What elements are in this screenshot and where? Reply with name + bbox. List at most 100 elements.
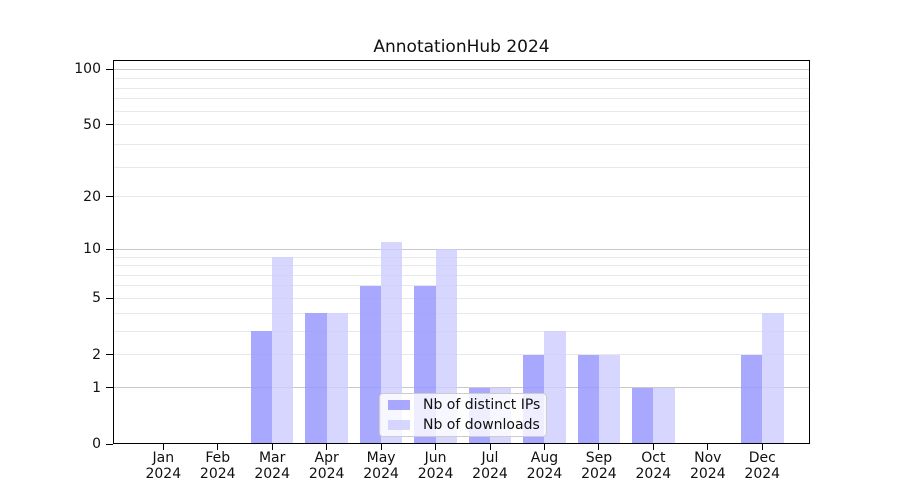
x-tick-year: 2024 [145, 465, 182, 482]
x-tick-year: 2024 [417, 465, 454, 482]
x-tick-feb [217, 444, 219, 450]
x-tick-label-nov: Nov 2024 [673, 450, 743, 482]
bar-aug-downloads [544, 331, 566, 444]
x-tick-label-jan: Jan 2024 [128, 450, 198, 482]
x-tick-year: 2024 [363, 465, 399, 482]
bar-sep-downloads [598, 354, 621, 444]
x-tick-label-dec: Dec 2024 [727, 450, 797, 482]
x-tick-label-mar: Mar 2024 [237, 450, 307, 482]
bar-apr-ips [305, 313, 327, 444]
gridline-major [113, 248, 810, 250]
x-tick-year: 2024 [635, 465, 672, 482]
x-tick-month: Jan [152, 450, 175, 466]
x-tick-label-may: May 2024 [346, 450, 416, 482]
gridline-minor [113, 98, 810, 100]
x-tick-sep [598, 444, 600, 450]
bar-dec-downloads [762, 313, 784, 444]
x-tick-month: Nov [694, 450, 722, 466]
x-tick-dec [761, 444, 763, 450]
plot-area [113, 60, 810, 444]
legend-swatch-distinct-ips [388, 400, 410, 410]
x-tick-apr [326, 444, 328, 450]
gridline-minor [113, 87, 810, 89]
x-tick-jan [162, 444, 164, 450]
x-tick-label-aug: Aug 2024 [509, 450, 579, 482]
bar-dec-ips [740, 354, 763, 444]
gridline-minor [113, 265, 810, 267]
x-tick-label-feb: Feb 2024 [183, 450, 253, 482]
y-tick-2 [106, 354, 113, 356]
x-tick-label-oct: Oct 2024 [618, 450, 688, 482]
legend: Nb of distinct IPs Nb of downloads [379, 393, 547, 437]
bar-mar-downloads [272, 257, 294, 444]
gridline-minor [113, 111, 810, 112]
chart-title: AnnotationHub 2024 [373, 37, 550, 57]
gridline-minor [113, 298, 810, 299]
x-tick-aug [543, 444, 545, 450]
x-tick-month: Apr [314, 450, 339, 466]
x-tick-month: May [366, 450, 396, 466]
gridline-minor [113, 143, 810, 145]
x-tick-month: Dec [748, 450, 776, 466]
gridline-major [113, 387, 810, 389]
bar-apr-downloads [326, 313, 348, 444]
y-tick-label-5: 5 [92, 290, 101, 307]
x-tick-label-sep: Sep 2024 [564, 450, 634, 482]
y-tick-label-1: 1 [92, 379, 101, 396]
y-tick-10 [106, 248, 113, 250]
x-tick-mar [271, 444, 273, 450]
gridline-major [113, 68, 810, 70]
x-tick-oct [652, 444, 654, 450]
x-tick-nov [707, 444, 709, 450]
bar-oct-ips [632, 387, 654, 444]
x-tick-year: 2024 [472, 465, 508, 482]
y-tick-5 [106, 297, 113, 299]
y-tick-1 [106, 387, 113, 389]
y-tick-20 [106, 196, 113, 198]
x-tick-month: Feb [205, 450, 231, 466]
legend-item-downloads: Nb of downloads [388, 417, 540, 433]
legend-item-distinct-ips: Nb of distinct IPs [388, 397, 540, 413]
x-tick-year: 2024 [689, 465, 726, 482]
x-tick-month: Oct [641, 450, 666, 466]
bar-may-ips [359, 285, 382, 444]
bar-mar-ips [250, 331, 273, 444]
bar-sep-ips [577, 354, 599, 444]
bar-oct-downloads [653, 387, 675, 444]
x-tick-year: 2024 [526, 465, 563, 482]
x-tick-may [380, 444, 382, 450]
x-tick-month: Jul [481, 450, 499, 466]
x-tick-label-jun: Jun 2024 [401, 450, 471, 482]
x-tick-month: Mar [258, 450, 286, 466]
y-tick-0 [106, 443, 113, 445]
x-tick-year: 2024 [254, 465, 290, 482]
y-tick-label-20: 20 [83, 188, 101, 205]
y-tick-label-2: 2 [92, 346, 101, 363]
x-tick-month: Aug [530, 450, 559, 466]
gridline-minor [113, 124, 810, 126]
gridline-minor [113, 330, 810, 332]
y-tick-label-100: 100 [74, 61, 101, 78]
gridline-minor [113, 196, 810, 198]
y-tick-label-0: 0 [92, 436, 101, 452]
gridline-minor [113, 78, 810, 80]
gridline-minor [113, 285, 810, 287]
x-tick-year: 2024 [308, 465, 345, 482]
y-tick-label-50: 50 [83, 116, 101, 133]
legend-swatch-downloads [388, 420, 410, 430]
legend-label-distinct-ips: Nb of distinct IPs [423, 397, 541, 413]
gridline-minor [113, 312, 810, 314]
gridline-minor [113, 167, 810, 169]
gridline-minor [113, 256, 810, 258]
y-tick-50 [106, 124, 113, 126]
gridline-minor [113, 354, 810, 356]
x-tick-jul [489, 444, 491, 450]
x-tick-label-apr: Apr 2024 [292, 450, 362, 482]
x-tick-jun [435, 444, 437, 450]
x-tick-month: Sep [585, 450, 613, 466]
x-tick-month: Jun [424, 450, 447, 466]
x-tick-label-jul: Jul 2024 [455, 450, 525, 482]
x-tick-year: 2024 [581, 465, 617, 482]
x-tick-year: 2024 [744, 465, 781, 482]
